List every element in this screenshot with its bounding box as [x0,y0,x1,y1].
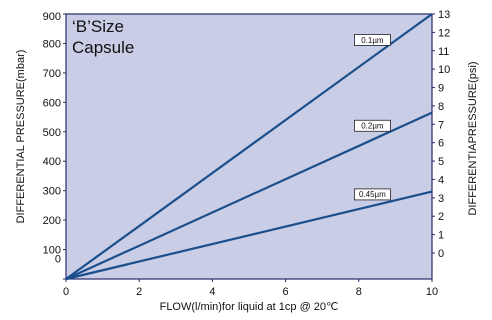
y-left-tick-label: 500 [43,127,61,139]
y-left-tick-label: 800 [43,38,61,50]
y-left-tick-label: 900 [43,11,61,23]
y-left-tick-label: 700 [43,68,61,80]
y-right-tick-label: 2 [438,211,444,223]
y-left-tick-label: 200 [43,215,61,227]
y-right-tick-label: 5 [438,156,444,168]
y-left-ticks: 100 200 300 400 500 600 700 800 900 0 [43,11,66,280]
y-right-tick-label: 4 [438,174,444,186]
y-right-tick-label: 9 [438,83,444,95]
y-right-tick-label: 8 [438,101,444,113]
y-right-tick-label: 13 [438,9,450,21]
y-right-tick-label: 0 [438,248,444,260]
y-left-tick-label: 600 [43,97,61,109]
series-lines [65,13,433,281]
y-right-axis-title: DIFFERENTIAPRESSURE(psi) [467,61,479,215]
x-tick-label: 10 [426,286,438,298]
chart-annotation-line1: ‘B’Size [72,17,124,36]
series-label: 0.1µm [361,36,384,45]
x-tick-label: 8 [356,286,362,298]
chart-annotation-line2: Capsule [72,38,134,57]
series-label-box [354,188,391,201]
series-labels: 0.1µm 0.2µm 0.45µm [354,34,391,201]
series-line [65,190,433,281]
x-ticks: 0 2 4 6 8 10 [63,279,438,298]
y-right-tick-label: 7 [438,119,444,131]
series-line [65,13,433,280]
series-line [65,111,433,281]
y-right-tick-label: 3 [438,193,444,205]
y-right-tick-label: 12 [438,27,450,39]
series-label: 0.2µm [361,122,384,131]
series-label-box [354,34,391,46]
y-left-tick-label: 0 [55,253,61,265]
y-left-axis-title: DIFFERENTIAL PRESSURE(mbar) [15,50,27,224]
y-right-tick-label: 11 [438,46,449,58]
x-tick-label: 2 [136,286,142,298]
y-right-tick-label: 1 [438,230,444,242]
series-label: 0.45µm [359,190,386,199]
series-label-box [354,119,391,132]
x-tick-label: 6 [283,286,289,298]
y-right-tick-label: 6 [438,138,444,150]
x-axis-title: FLOW(l/min)for liquid at 1cp @ 20℃ [160,301,339,313]
y-left-tick-label: 400 [43,156,61,168]
y-right-tick-label: 10 [438,64,450,76]
y-left-tick-label: 300 [43,186,61,198]
x-tick-label: 4 [209,286,215,298]
x-tick-label: 0 [63,286,69,298]
y-left-tick-label: 100 [43,245,61,257]
